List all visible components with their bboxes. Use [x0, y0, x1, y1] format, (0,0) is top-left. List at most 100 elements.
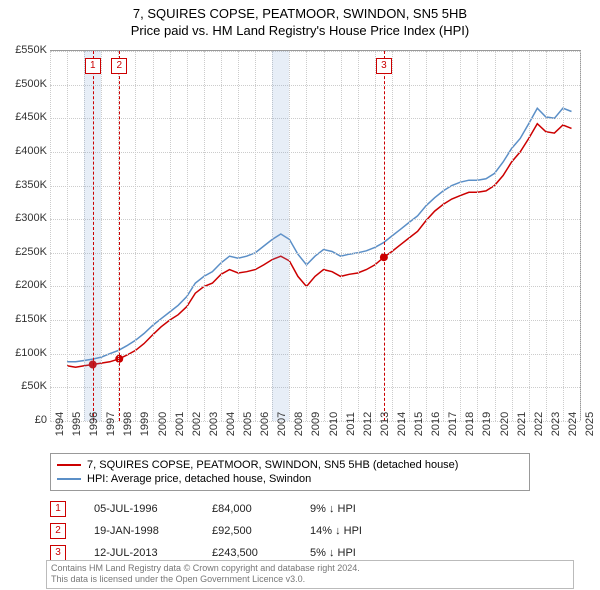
y-axis-label: £250K [2, 246, 47, 258]
gridline-v [170, 51, 171, 421]
transaction-price: £243,500 [212, 547, 282, 559]
y-axis-label: £200K [2, 279, 47, 291]
gridline-h [50, 354, 580, 355]
shaded-band [272, 51, 289, 421]
footer-attribution: Contains HM Land Registry data © Crown c… [46, 560, 574, 589]
transaction-number: 3 [50, 545, 66, 561]
gridline-v [580, 51, 581, 421]
y-axis-label: £0 [2, 414, 47, 426]
x-axis-label: 2007 [276, 412, 288, 436]
x-axis-label: 2014 [396, 412, 408, 436]
gridline-v [409, 51, 410, 421]
x-axis-label: 2004 [225, 412, 237, 436]
transaction-marker-line [93, 51, 94, 421]
chart-svg [50, 51, 580, 421]
gridline-v [50, 51, 51, 421]
x-axis-label: 1999 [139, 412, 151, 436]
y-axis-label: £300K [2, 212, 47, 224]
gridline-h [50, 85, 580, 86]
x-axis-label: 2020 [499, 412, 511, 436]
x-axis-label: 2010 [328, 412, 340, 436]
gridline-h [50, 286, 580, 287]
gridline-v [238, 51, 239, 421]
footer-line-2: This data is licensed under the Open Gov… [51, 574, 569, 585]
gridline-h [50, 186, 580, 187]
transaction-date: 12-JUL-2013 [94, 547, 184, 559]
x-axis-label: 2018 [464, 412, 476, 436]
x-axis-label: 2003 [208, 412, 220, 436]
price-chart [50, 50, 581, 421]
gridline-h [50, 387, 580, 388]
transaction-marker-line [119, 51, 120, 421]
transaction-marker-number: 3 [376, 58, 392, 74]
series-line-property [67, 124, 571, 368]
transaction-change: 14% ↓ HPI [310, 525, 390, 537]
footer-line-1: Contains HM Land Registry data © Crown c… [51, 563, 569, 574]
x-axis-label: 2015 [413, 412, 425, 436]
gridline-v [153, 51, 154, 421]
y-axis-label: £400K [2, 145, 47, 157]
transactions-table: 1 05-JUL-1996 £84,000 9% ↓ HPI 2 19-JAN-1998 £… [50, 498, 390, 564]
gridline-v [204, 51, 205, 421]
gridline-v [101, 51, 102, 421]
x-axis-label: 2022 [533, 412, 545, 436]
legend-label: 7, SQUIRES COPSE, PEATMOOR, SWINDON, SN5… [87, 459, 458, 471]
y-axis-label: £450K [2, 111, 47, 123]
gridline-v [341, 51, 342, 421]
x-axis-label: 1996 [88, 412, 100, 436]
transaction-number: 2 [50, 523, 66, 539]
x-axis-label: 1998 [122, 412, 134, 436]
legend-swatch [57, 464, 81, 466]
transaction-date: 19-JAN-1998 [94, 525, 184, 537]
x-axis-label: 2021 [516, 412, 528, 436]
gridline-h [50, 320, 580, 321]
x-axis-label: 2000 [157, 412, 169, 436]
gridline-v [324, 51, 325, 421]
x-axis-label: 1995 [71, 412, 83, 436]
gridline-v [546, 51, 547, 421]
transaction-change: 5% ↓ HPI [310, 547, 390, 559]
legend-swatch [57, 478, 81, 480]
transaction-change: 9% ↓ HPI [310, 503, 390, 515]
x-axis-label: 2013 [379, 412, 391, 436]
legend-row: 7, SQUIRES COPSE, PEATMOOR, SWINDON, SN5… [57, 458, 523, 472]
gridline-v [67, 51, 68, 421]
y-axis-label: £350K [2, 179, 47, 191]
transaction-row: 1 05-JUL-1996 £84,000 9% ↓ HPI [50, 498, 390, 520]
title-line-1: 7, SQUIRES COPSE, PEATMOOR, SWINDON, SN5… [0, 0, 600, 21]
gridline-h [50, 152, 580, 153]
x-axis-label: 2017 [447, 412, 459, 436]
x-axis-label: 2011 [345, 412, 357, 436]
gridline-h [50, 118, 580, 119]
x-axis-label: 2019 [481, 412, 493, 436]
gridline-v [563, 51, 564, 421]
gridline-h [50, 51, 580, 52]
legend-label: HPI: Average price, detached house, Swin… [87, 473, 311, 485]
transaction-date: 05-JUL-1996 [94, 503, 184, 515]
transaction-price: £84,000 [212, 503, 282, 515]
transaction-row: 219-JAN-1998£92,50014% ↓ HPI [50, 520, 390, 542]
gridline-v [512, 51, 513, 421]
gridline-v [375, 51, 376, 421]
gridline-v [187, 51, 188, 421]
gridline-v [306, 51, 307, 421]
gridline-v [460, 51, 461, 421]
x-axis-label: 2008 [293, 412, 305, 436]
y-axis-label: £550K [2, 44, 47, 56]
x-axis-label: 1997 [105, 412, 117, 436]
x-axis-label: 2025 [584, 412, 596, 436]
gridline-v [426, 51, 427, 421]
gridline-v [495, 51, 496, 421]
page: 7, SQUIRES COPSE, PEATMOOR, SWINDON, SN5… [0, 0, 600, 590]
title-line-2: Price paid vs. HM Land Registry's House … [0, 21, 600, 38]
x-axis-label: 2001 [174, 412, 186, 436]
gridline-v [477, 51, 478, 421]
transaction-number: 1 [50, 501, 66, 517]
x-axis-label: 2012 [362, 412, 374, 436]
gridline-h [50, 219, 580, 220]
gridline-v [221, 51, 222, 421]
gridline-v [443, 51, 444, 421]
gridline-v [358, 51, 359, 421]
x-axis-label: 1994 [54, 412, 66, 436]
x-axis-label: 2016 [430, 412, 442, 436]
